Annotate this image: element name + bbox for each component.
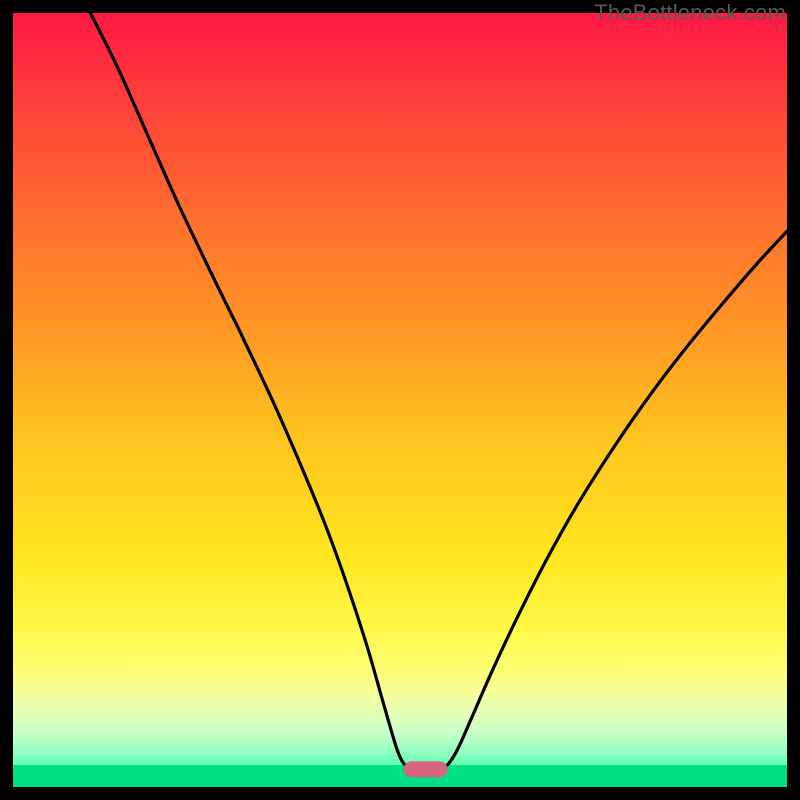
plot-svg <box>13 13 787 787</box>
trough-marker <box>404 761 448 777</box>
gradient-bg <box>13 13 787 787</box>
watermark-text: TheBottleneck.com <box>594 0 786 26</box>
chart-container: TheBottleneck.com <box>0 0 800 800</box>
green-band <box>13 765 787 787</box>
